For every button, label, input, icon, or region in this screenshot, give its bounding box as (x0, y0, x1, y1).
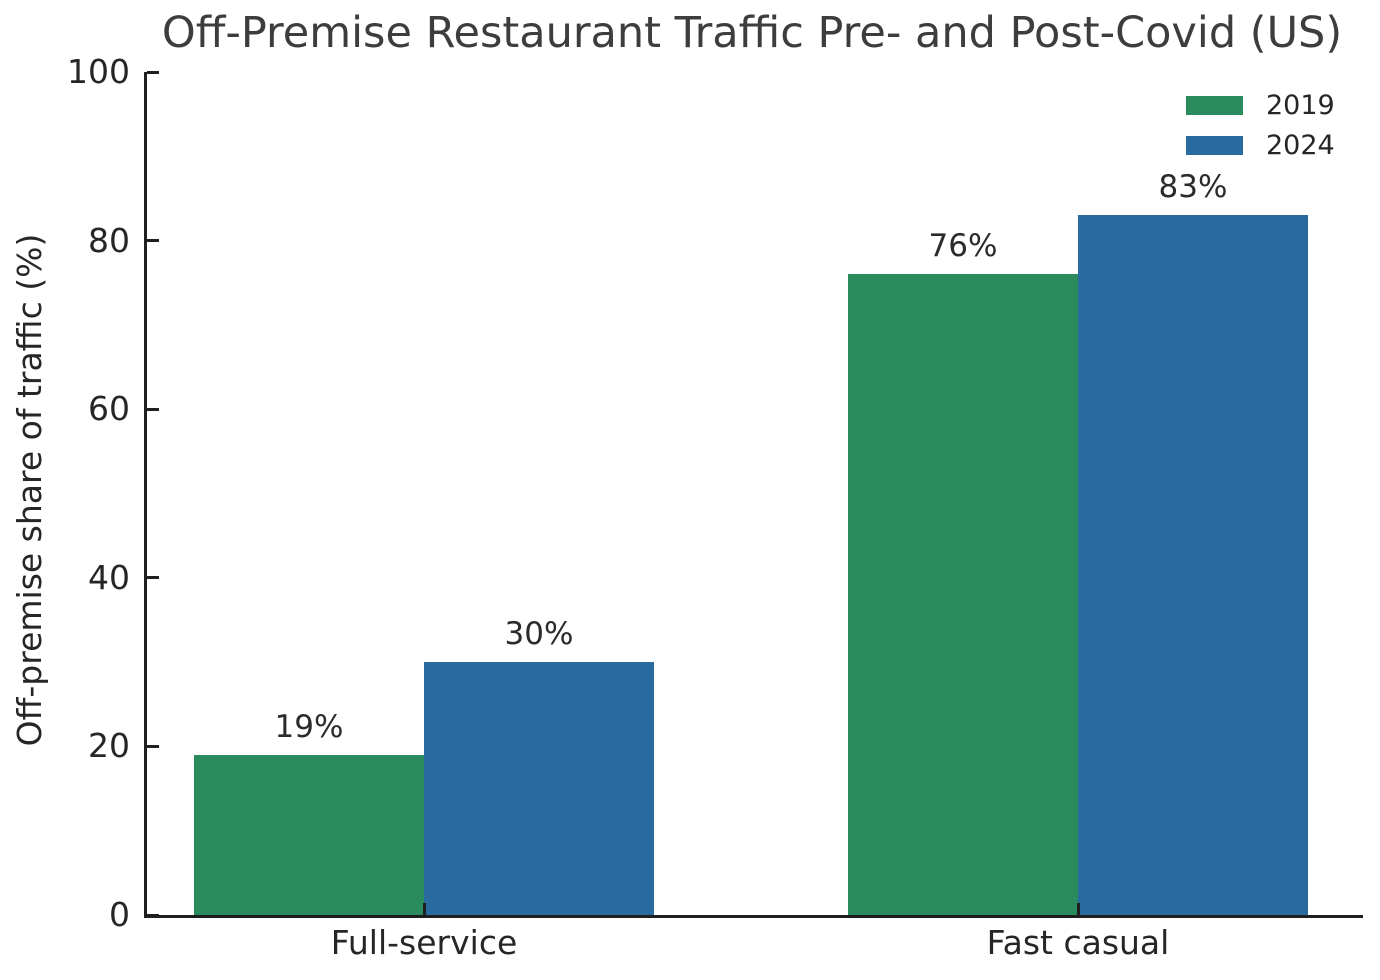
y-tick-mark (147, 913, 159, 917)
bar-2019-full-service (194, 754, 424, 915)
legend-label: 2024 (1266, 130, 1335, 161)
bar-2019-fast-casual (848, 274, 1078, 915)
y-tick-label: 60 (88, 389, 130, 429)
legend-swatch-2019 (1186, 96, 1243, 115)
x-tick-label: Fast casual (986, 923, 1170, 962)
bar-value-label: 83% (1158, 169, 1228, 206)
legend-entry-2019: 2019 (1186, 92, 1335, 119)
y-axis-label-text: Off-premise share of traffic (%) (10, 233, 49, 747)
y-tick-mark (147, 70, 159, 74)
y-tick-label: 0 (109, 895, 130, 934)
y-tick-label: 20 (88, 726, 130, 766)
plot-area: 0 20 40 60 80 100 19% 76% 30% 83% Full-service Fast… (67, 53, 1363, 962)
bar-2024-fast-casual (1078, 215, 1308, 915)
y-tick-mark (147, 407, 159, 411)
bar-value-label: 30% (504, 616, 574, 653)
bar-value-label: 76% (928, 228, 998, 265)
legend: 2019 2024 (1186, 92, 1335, 159)
x-tick-mark (1076, 903, 1080, 915)
y-tick-mark (147, 744, 159, 748)
legend-swatch-2024 (1186, 136, 1243, 155)
bar-2024-full-service (424, 662, 654, 915)
bar-value-label: 19% (274, 708, 344, 745)
y-tick-label: 100 (67, 52, 130, 91)
legend-label: 2019 (1266, 90, 1335, 121)
x-tick-label: Full-service (330, 923, 518, 962)
chart-title: Off-Premise Restaurant Traffic Pre- and … (161, 8, 1343, 58)
y-tick-label: 80 (88, 220, 130, 260)
y-tick-mark (147, 576, 159, 580)
x-tick-mark (422, 903, 426, 915)
legend-entry-2024: 2024 (1186, 132, 1335, 159)
y-tick-label: 40 (88, 557, 130, 597)
y-tick-mark (147, 239, 159, 243)
